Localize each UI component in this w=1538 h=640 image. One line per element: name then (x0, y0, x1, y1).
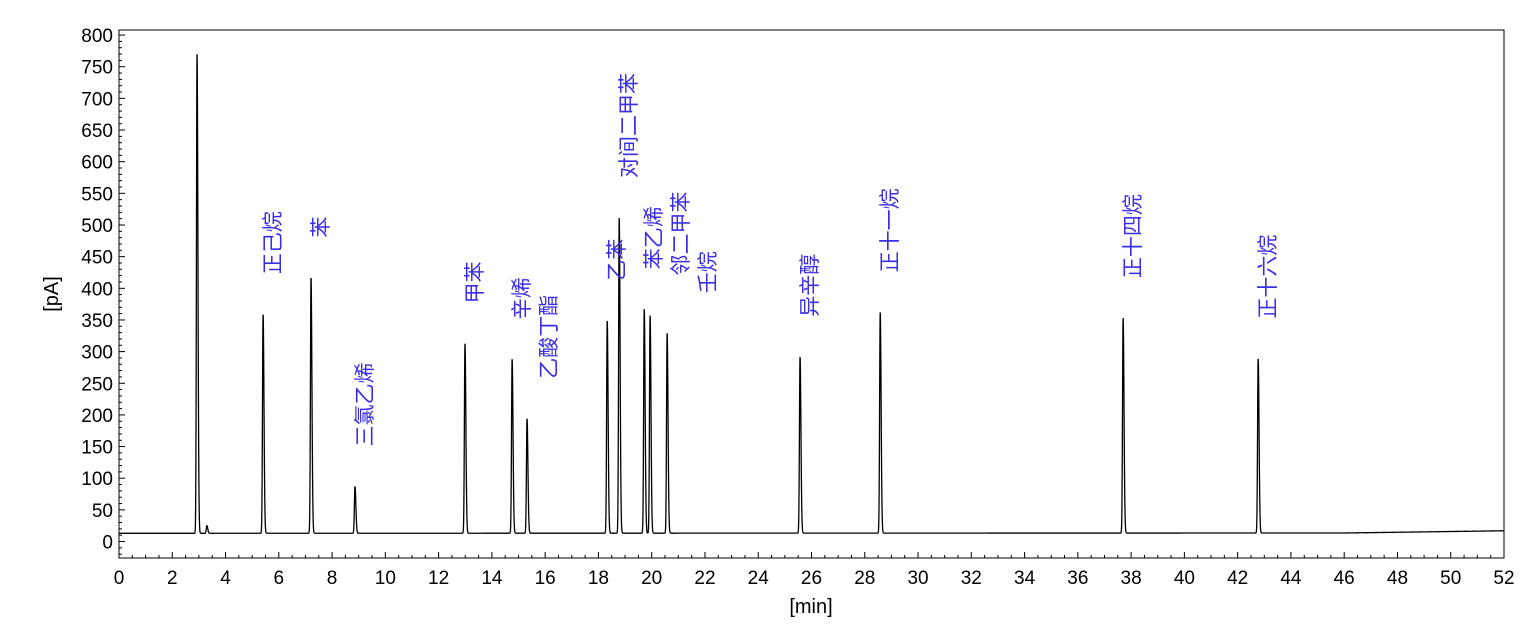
x-tick-label: 40 (1174, 568, 1195, 589)
y-tick-label: 300 (81, 343, 113, 364)
x-tick-label: 46 (1334, 568, 1355, 589)
x-tick-label: 34 (1014, 568, 1036, 589)
x-tick-label: 20 (641, 568, 662, 589)
peak-label: 苯乙烯 (642, 206, 666, 269)
y-axis-label: [pA] (41, 276, 63, 312)
peak-label: 甲苯 (463, 261, 487, 303)
peak-label: 乙酸丁酯 (537, 295, 561, 379)
y-tick-label: 100 (81, 469, 113, 490)
y-tick-label: 500 (81, 216, 113, 237)
peak-label: 正十一烷 (878, 188, 902, 272)
x-tick-label: 28 (854, 568, 875, 589)
y-tick-label: 400 (81, 279, 113, 300)
y-tick-label: 250 (81, 374, 113, 395)
y-tick-label: 50 (92, 501, 113, 522)
y-tick-label: 600 (81, 153, 113, 174)
x-tick-label: 48 (1387, 568, 1408, 589)
y-tick-label: 350 (81, 311, 113, 332)
x-tick-label: 32 (961, 568, 982, 589)
y-tick-label: 800 (81, 26, 113, 47)
y-tick-label: 200 (81, 406, 113, 427)
peak-label: 对间二甲苯 (617, 73, 641, 178)
x-axis-label: [min] (789, 596, 832, 618)
y-tick-label: 550 (81, 184, 113, 205)
x-tick-label: 24 (748, 568, 770, 589)
x-tick-label: 22 (694, 568, 715, 589)
x-tick-label: 16 (535, 568, 556, 589)
y-tick-label: 750 (81, 58, 113, 79)
peak-label: 正十四烷 (1121, 194, 1145, 278)
x-tick-label: 26 (801, 568, 822, 589)
x-tick-label: 42 (1227, 568, 1248, 589)
x-tick-label: 52 (1493, 568, 1514, 589)
x-tick-label: 4 (220, 568, 231, 589)
y-tick-label: 700 (81, 89, 113, 110)
x-tick-label: 44 (1280, 568, 1302, 589)
y-tick-label: 150 (81, 438, 113, 459)
x-tick-label: 14 (481, 568, 503, 589)
x-tick-label: 0 (114, 568, 125, 589)
peak-label: 三氯乙烯 (353, 363, 377, 447)
x-tick-label: 8 (327, 568, 338, 589)
x-tick-label: 50 (1440, 568, 1461, 589)
peak-label: 邻二甲苯 (669, 192, 693, 276)
y-tick-label: 650 (81, 121, 113, 142)
peak-label: 正己烷 (261, 211, 285, 274)
peak-label: 壬烷 (696, 251, 720, 293)
x-tick-label: 30 (907, 568, 928, 589)
peak-label: 乙苯 (605, 239, 629, 281)
x-tick-label: 10 (375, 568, 396, 589)
x-tick-label: 38 (1121, 568, 1142, 589)
x-tick-label: 12 (428, 568, 449, 589)
x-tick-label: 36 (1067, 568, 1088, 589)
peak-label: 苯 (309, 217, 333, 238)
peak-label: 异辛醇 (798, 254, 822, 317)
y-tick-label: 0 (102, 533, 113, 554)
x-tick-label: 18 (588, 568, 609, 589)
y-tick-label: 450 (81, 248, 113, 269)
x-tick-label: 6 (274, 568, 285, 589)
chromatogram-trace (119, 54, 1504, 534)
x-tick-label: 2 (167, 568, 178, 589)
peak-label: 辛烯 (510, 277, 534, 319)
peak-label: 正十六烷 (1256, 235, 1280, 319)
